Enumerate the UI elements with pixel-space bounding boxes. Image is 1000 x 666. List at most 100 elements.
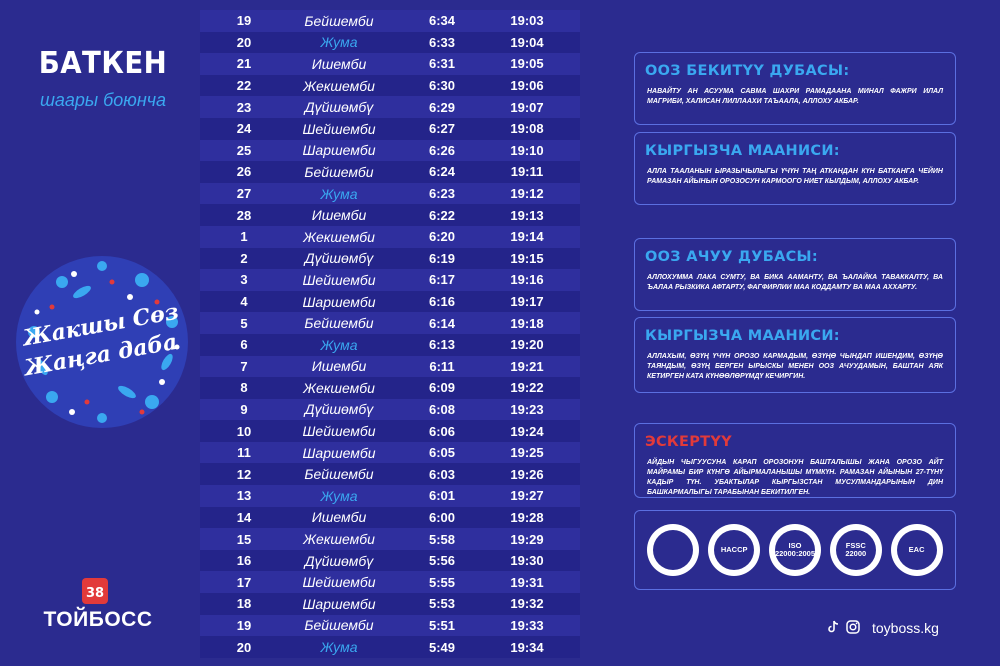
- evening-time-cell: 19:04: [510, 34, 544, 50]
- weekday-cell: Шейшемби: [302, 120, 376, 137]
- day-cell: 2: [240, 250, 248, 266]
- weekday-cell: Шейшемби: [302, 574, 376, 591]
- morning-time-cell: 6:16: [428, 294, 456, 310]
- table-row: 13 Жума 6:01 19:27: [200, 485, 580, 507]
- weekday-cell: Бейшемби: [304, 466, 374, 483]
- day-cell: 10: [236, 423, 252, 439]
- table-row: 20 Жума 5:49 19:34: [200, 636, 580, 658]
- weekday-cell: Жума: [320, 34, 358, 51]
- panel-title: КЫРГЫЗЧА МААНИСИ:: [645, 328, 840, 344]
- table-row: 23 Дүйшөмбү 6:29 19:07: [200, 96, 580, 118]
- morning-time-cell: 6:26: [428, 142, 456, 158]
- weekday-cell: Бейшемби: [304, 12, 374, 29]
- evening-time-cell: 19:33: [510, 617, 544, 633]
- table-row: 8 Жекшемби 6:09 19:22: [200, 377, 580, 399]
- evening-time-cell: 19:28: [510, 509, 544, 525]
- slogan: Жакшы Сөз Жаңга даба: [19, 299, 181, 382]
- tiktok-icon[interactable]: [826, 620, 840, 634]
- day-cell: 15: [236, 531, 252, 547]
- weekday-cell: Шаршемби: [302, 444, 376, 461]
- morning-time-cell: 5:51: [428, 617, 456, 633]
- table-row: 28 Ишемби 6:22 19:13: [200, 204, 580, 226]
- day-cell: 28: [236, 207, 252, 223]
- morning-time-cell: 5:56: [428, 553, 456, 569]
- day-cell: 6: [240, 337, 248, 353]
- evening-time-cell: 19:20: [510, 337, 544, 353]
- morning-time-cell: 5:49: [428, 639, 456, 655]
- table-row: 25 Шаршемби 6:26 19:10: [200, 139, 580, 162]
- weekday-cell: Дүйшөмбү: [304, 250, 374, 267]
- evening-time-cell: 19:31: [510, 574, 544, 590]
- table-row: 19 Бейшемби 6:34 19:03: [200, 10, 580, 32]
- weekday-cell: Шейшемби: [302, 423, 376, 440]
- day-cell: 7: [240, 358, 248, 374]
- weekday-cell: Дүйшөмбү: [304, 99, 374, 116]
- evening-time-cell: 19:18: [510, 315, 544, 331]
- panel-title: ООЗ БЕКИТҮҮ ДУБАСЫ:: [645, 63, 850, 79]
- table-row: 18 Шаршемби 5:53 19:32: [200, 593, 580, 615]
- panel-iftar-dua: ООЗ АЧУУ ДУБАСЫ: АЛЛОХУММА ЛАКА СУМТУ, В…: [634, 238, 956, 311]
- website-link[interactable]: toyboss.kg: [872, 620, 939, 636]
- table-row: 17 Шейшемби 5:55 19:31: [200, 571, 580, 594]
- evening-time-cell: 19:11: [510, 164, 544, 180]
- toyboss-logo-icon: 38: [82, 578, 108, 604]
- weekday-cell: Жекшемби: [303, 77, 375, 94]
- instagram-icon[interactable]: [846, 620, 860, 634]
- weekday-cell: Жекшемби: [303, 531, 375, 548]
- panel-title: ЭСКЕРТҮҮ: [645, 434, 732, 450]
- iso-badge-icon: ISO 22000:2005: [768, 524, 821, 576]
- day-cell: 25: [236, 142, 252, 158]
- evening-time-cell: 19:24: [510, 423, 544, 439]
- day-cell: 1: [240, 229, 248, 245]
- weekday-cell: Бейшемби: [304, 163, 374, 180]
- day-cell: 20: [236, 34, 252, 50]
- morning-time-cell: 5:58: [428, 531, 456, 547]
- morning-time-cell: 6:29: [428, 99, 456, 115]
- table-row: 11 Шаршемби 6:05 19:25: [200, 441, 580, 464]
- day-cell: 14: [236, 509, 252, 525]
- table-row: 24 Шейшемби 6:27 19:08: [200, 117, 580, 140]
- morning-time-cell: 6:06: [428, 423, 456, 439]
- panel-text: АЛЛА ТААЛАНЫН ЫРАЗЫЧЫЛЫГЫ ҮЧҮН ТАҢ АТКАН…: [647, 168, 943, 185]
- day-cell: 3: [240, 272, 248, 288]
- day-cell: 12: [236, 466, 252, 482]
- eac-badge-icon: EAC: [890, 524, 943, 576]
- evening-time-cell: 19:12: [510, 186, 544, 202]
- evening-time-cell: 19:17: [510, 294, 544, 310]
- evening-time-cell: 19:34: [510, 639, 544, 655]
- evening-time-cell: 19:22: [510, 380, 544, 396]
- evening-time-cell: 19:21: [510, 358, 544, 374]
- weekday-cell: Жекшемби: [303, 379, 375, 396]
- table-row: 26 Бейшемби 6:24 19:11: [200, 161, 580, 183]
- certifications: HACCP ISO 22000:2005 FSSC 22000 EAC: [634, 510, 956, 590]
- weekday-cell: Ишемби: [311, 55, 367, 72]
- morning-time-cell: 6:08: [428, 401, 456, 417]
- evening-time-cell: 19:15: [510, 250, 544, 266]
- table-row: 14 Ишемби 6:00 19:28: [200, 506, 580, 529]
- day-cell: 23: [236, 99, 252, 115]
- day-cell: 11: [237, 445, 251, 461]
- panel-title: ООЗ АЧУУ ДУБАСЫ:: [645, 249, 818, 265]
- morning-time-cell: 6:24: [428, 164, 456, 180]
- weekday-cell: Жума: [320, 185, 358, 202]
- weekday-cell: Дүйшөмбү: [304, 552, 374, 569]
- floral-wreath-icon: [16, 256, 188, 428]
- day-cell: 21: [236, 56, 252, 72]
- table-row: 15 Жекшемби 5:58 19:29: [200, 528, 580, 550]
- morning-time-cell: 6:20: [428, 229, 456, 245]
- panel-suhoor-dua: ООЗ БЕКИТҮҮ ДУБАСЫ: НАВАЙТУ АН АСУУМА СА…: [634, 52, 956, 125]
- day-cell: 24: [236, 121, 252, 137]
- table-row: 27 Жума 6:23 19:12: [200, 182, 580, 205]
- day-cell: 8: [240, 380, 248, 396]
- evening-time-cell: 19:25: [510, 445, 544, 461]
- evening-time-cell: 19:07: [510, 99, 544, 115]
- evening-time-cell: 19:13: [510, 207, 544, 223]
- panel-text: АЙДЫН ЧЫГУУСУНА КАРАП ОРОЗОНУН БАШТАЛЫШЫ…: [647, 459, 943, 496]
- evening-time-cell: 19:30: [510, 553, 544, 569]
- city-subtitle: шаары боюнча: [39, 90, 167, 110]
- evening-time-cell: 19:29: [510, 531, 544, 547]
- day-cell: 5: [240, 315, 248, 331]
- weekday-cell: Жекшемби: [303, 228, 375, 245]
- table-row: 20 Жума 6:33 19:04: [200, 31, 580, 54]
- weekday-cell: Дүйшөмбү: [304, 401, 374, 418]
